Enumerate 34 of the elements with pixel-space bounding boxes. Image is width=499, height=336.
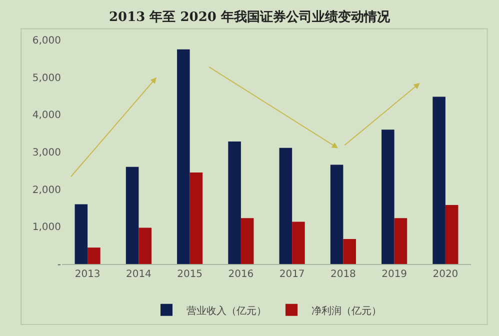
x-tick-label: 2017 [279, 269, 305, 280]
y-tick-label: 1,000 [32, 222, 61, 234]
bar [240, 218, 254, 264]
bar [126, 166, 139, 264]
bar [228, 142, 241, 264]
legend-label: 净利润（亿元） [312, 304, 382, 317]
bar [292, 222, 305, 264]
bar [190, 172, 203, 264]
y-tick-label: - [57, 260, 62, 270]
bar [74, 204, 88, 264]
x-tick-label: 2015 [177, 269, 203, 280]
x-tick-label: 2018 [330, 269, 356, 280]
bar [279, 148, 292, 264]
bar [445, 205, 458, 264]
legend-label: 营业收入（亿元） [186, 304, 266, 317]
bar [432, 96, 446, 264]
bar [88, 248, 100, 264]
chart-title: 2013 年至 2020 年我国证券公司业绩变动情况 [109, 8, 391, 25]
y-tick-label: 2,000 [32, 184, 61, 196]
x-tick-label: 2014 [126, 269, 152, 280]
bar [330, 164, 344, 264]
bar [394, 218, 408, 264]
bar [343, 238, 356, 264]
y-tick-label: 3,000 [32, 148, 61, 158]
y-tick-label: 4,000 [32, 110, 61, 122]
bar [138, 228, 152, 264]
y-tick-label: 6,000 [32, 36, 61, 46]
bar [177, 49, 190, 264]
x-tick-label: 2019 [382, 269, 408, 280]
x-tick-label: 2020 [432, 269, 458, 280]
y-tick-label: 5,000 [32, 72, 61, 84]
x-tick-label: 2016 [228, 269, 254, 280]
x-tick-label: 2013 [74, 269, 100, 280]
bar [382, 130, 394, 264]
